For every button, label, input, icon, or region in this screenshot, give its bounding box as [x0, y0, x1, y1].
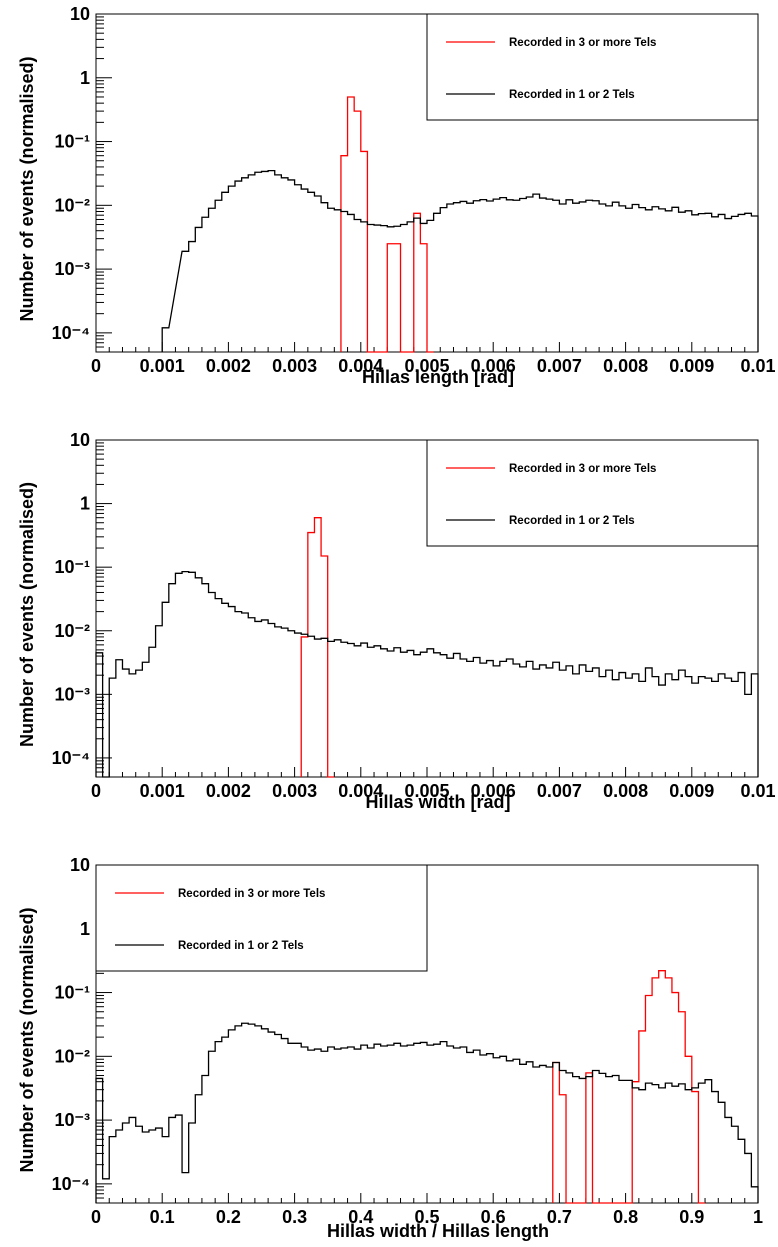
x-tick-label: 0.007 — [537, 356, 582, 376]
y-axis-label: Number of events (normalised) — [17, 907, 37, 1172]
y-tick-label: 10 — [70, 4, 90, 24]
y-tick-label: 10⁻³ — [54, 684, 90, 704]
legend-box — [426, 13, 759, 121]
y-tick-label: 1 — [80, 919, 90, 939]
x-tick-label: 0.9 — [679, 1207, 704, 1227]
y-tick-label: 10⁻¹ — [54, 557, 90, 577]
legend-label: Recorded in 3 or more Tels — [178, 888, 325, 900]
x-axis-label: Hillas width [rad] — [365, 792, 510, 812]
x-tick-label: 0.003 — [272, 781, 317, 801]
x-tick-label: 0 — [91, 356, 101, 376]
x-tick-label: 0.005 — [404, 356, 449, 376]
y-tick-label: 10 — [70, 430, 90, 450]
y-tick-label: 10⁻² — [54, 621, 90, 641]
x-tick-label: 0.001 — [140, 781, 185, 801]
series-3plus-tels-histogram — [340, 96, 434, 353]
series-1or2-tels-histogram — [95, 571, 759, 778]
x-tick-label: 0.008 — [603, 781, 648, 801]
x-axis-label: Hillas length [rad] — [362, 367, 514, 387]
x-tick-label: 0.6 — [481, 1207, 506, 1227]
x-tick-label: 0.009 — [669, 781, 714, 801]
y-tick-label: 1 — [80, 494, 90, 514]
legend: Recorded in 3 or more Tels Recorded in 1 … — [426, 439, 759, 547]
y-tick-label: 10⁻² — [54, 195, 90, 215]
y-tick-label: 10 — [70, 855, 90, 875]
y-axis-label: Number of events (normalised) — [17, 56, 37, 321]
x-tick-label: 0.01 — [740, 781, 775, 801]
x-tick-label: 0.008 — [603, 356, 648, 376]
x-tick-label: 0.001 — [140, 356, 185, 376]
series-1or2-tels-histogram — [161, 169, 759, 352]
x-tick-label: 0.8 — [613, 1207, 638, 1227]
x-tick-label: 0.002 — [206, 781, 251, 801]
x-tick-label: 0.5 — [414, 1207, 439, 1227]
chart-panel-3: 0 0.1 0.2 0.3 0.4 0.5 0.6 0.7 0.8 0.9 1 10⁻⁴ 10⁻³ 10⁻… — [17, 855, 763, 1241]
x-tick-label: 0.009 — [669, 356, 714, 376]
legend-box — [426, 439, 759, 547]
x-tick-label: 0.7 — [547, 1207, 572, 1227]
series-3plus-tels-histogram — [300, 517, 335, 778]
y-tick-label: 10⁻² — [54, 1046, 90, 1066]
legend: Recorded in 3 or more Tels Recorded in 1 … — [426, 13, 759, 121]
legend-box — [95, 864, 428, 972]
series-3plus-tels-histogram — [552, 970, 706, 1204]
series-1or2-tels-histogram — [95, 1022, 759, 1203]
chart-panel-1: 0 0.001 0.002 0.003 0.004 0.005 0.006 0.007 0.00… — [17, 4, 776, 387]
x-tick-label: 0.006 — [471, 356, 516, 376]
y-tick-label: 1 — [80, 68, 90, 88]
x-tick-label: 0 — [91, 1207, 101, 1227]
legend-label: Recorded in 3 or more Tels — [509, 463, 656, 475]
x-tick-label: 0.005 — [404, 781, 449, 801]
x-tick-label: 0.003 — [272, 356, 317, 376]
legend-label: Recorded in 1 or 2 Tels — [178, 940, 304, 952]
y-tick-label: 10⁻⁴ — [52, 1174, 90, 1194]
legend-label: Recorded in 3 or more Tels — [509, 37, 656, 49]
x-axis-label: Hillas width / Hillas length — [327, 1221, 549, 1241]
x-tick-label: 0.007 — [537, 781, 582, 801]
x-tick-label: 0.006 — [471, 781, 516, 801]
legend: Recorded in 3 or more Tels Recorded in 1 … — [95, 864, 428, 972]
chart-panel-2: 0 0.001 0.002 0.003 0.004 0.005 0.006 0.007 0.00… — [17, 430, 776, 812]
x-tick-label: 0.3 — [282, 1207, 307, 1227]
y-tick-label: 10⁻⁴ — [52, 323, 90, 343]
y-tick-label: 10⁻⁴ — [52, 748, 90, 768]
x-tick-label: 0 — [91, 781, 101, 801]
x-tick-label: 0.2 — [216, 1207, 241, 1227]
y-tick-label: 10⁻¹ — [54, 132, 90, 152]
y-tick-label: 10⁻¹ — [54, 983, 90, 1003]
x-tick-label: 0.4 — [348, 1207, 373, 1227]
y-axis-label: Number of events (normalised) — [17, 482, 37, 747]
x-tick-label: 0.002 — [206, 356, 251, 376]
y-tick-label: 10⁻³ — [54, 259, 90, 279]
y-tick-label: 10⁻³ — [54, 1110, 90, 1130]
x-tick-label: 0.004 — [338, 781, 383, 801]
x-tick-label: 1 — [753, 1207, 763, 1227]
legend-label: Recorded in 1 or 2 Tels — [509, 89, 635, 101]
x-tick-label: 0.1 — [150, 1207, 175, 1227]
x-tick-label: 0.004 — [338, 356, 383, 376]
x-tick-label: 0.01 — [740, 356, 775, 376]
legend-label: Recorded in 1 or 2 Tels — [509, 515, 635, 527]
